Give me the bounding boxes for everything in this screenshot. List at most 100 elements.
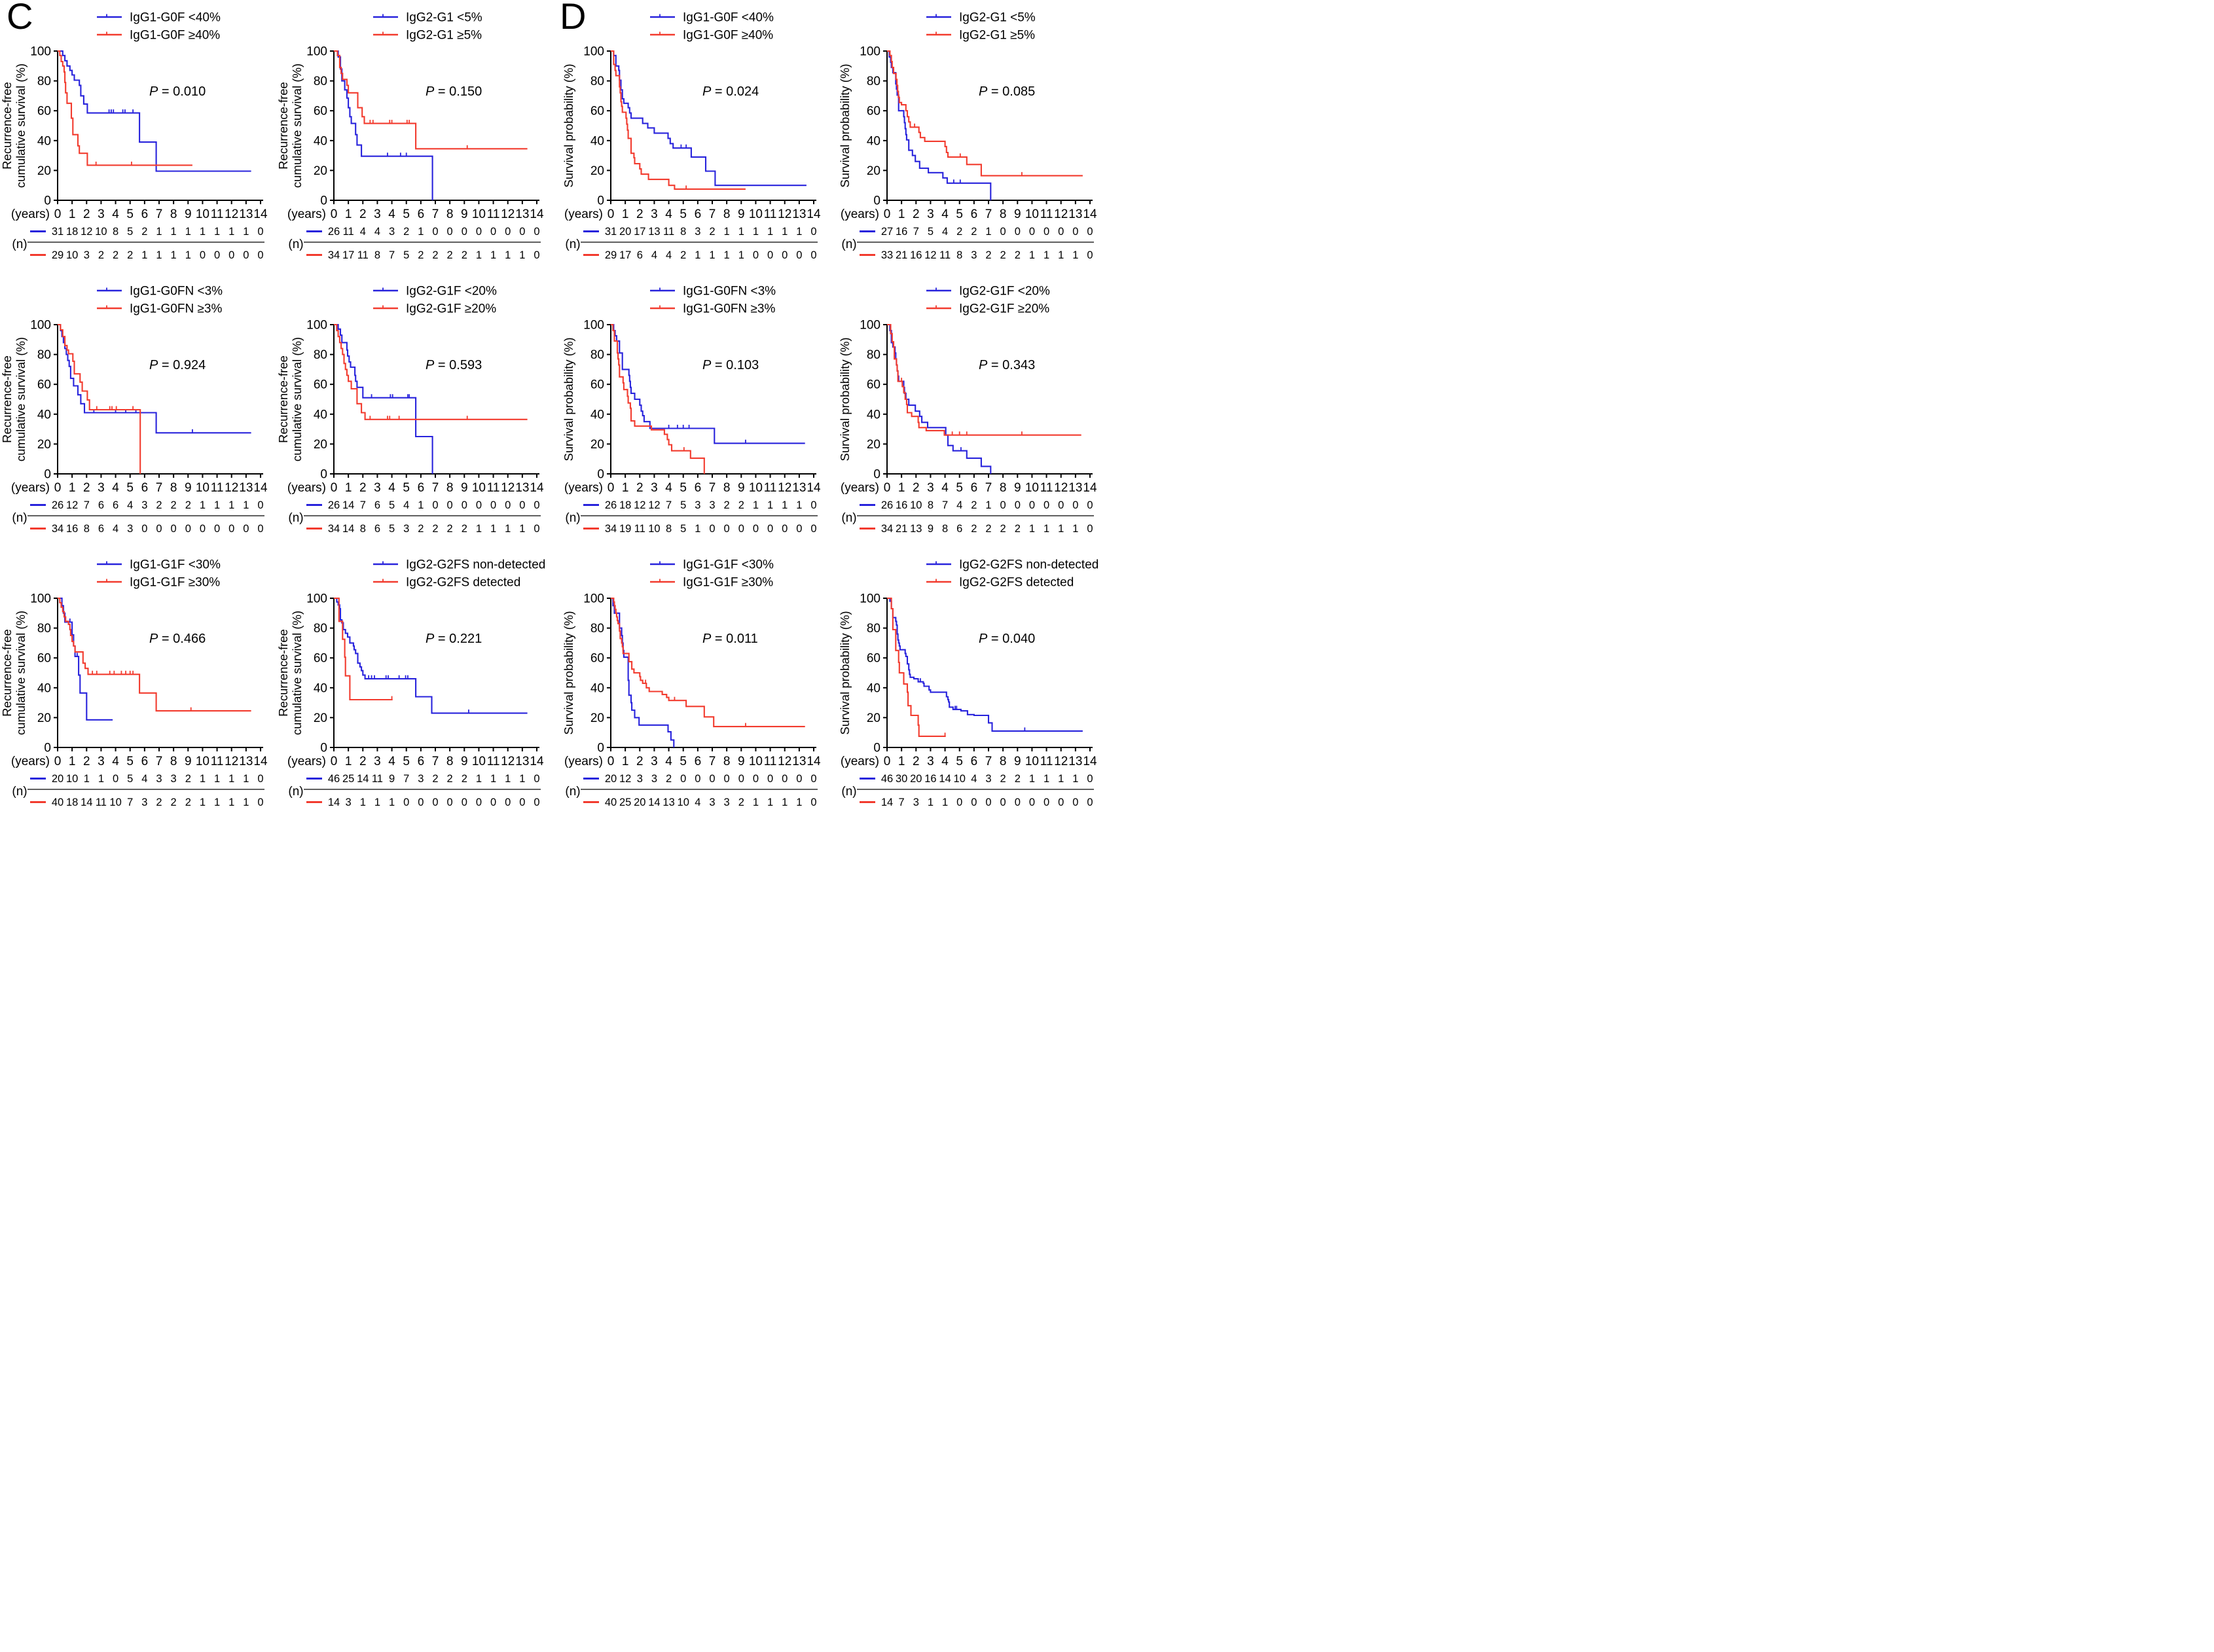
x-tick-label: 1 [898, 755, 905, 768]
panel-C: C IgG1-G0F <40% IgG1-G0F ≥40% P = 0.010 0 20… [0, 0, 553, 825]
at-risk-value: 0 [782, 523, 788, 535]
x-tick-label: 13 [515, 755, 529, 768]
km-subplot-D6: IgG2-G2FS non-detected IgG2-G2FS detected… [838, 558, 1098, 809]
at-risk-value: 0 [1043, 797, 1049, 808]
at-risk-value: 0 [810, 797, 816, 808]
legend-label: IgG1-G0F ≥40% [130, 29, 220, 43]
x-axis-title: (years) [11, 755, 50, 768]
y-tick-label: 80 [37, 75, 51, 88]
y-tick-label: 100 [860, 45, 880, 59]
at-risk-value: 3 [695, 226, 700, 238]
km-curve-red [58, 323, 141, 474]
at-risk-value: 18 [619, 499, 631, 511]
x-tick-label: 1 [622, 207, 629, 221]
at-risk-value: 2 [462, 249, 467, 261]
x-tick-label: 6 [695, 755, 702, 768]
y-axis-title: cumulative survival (%) [14, 611, 27, 735]
at-risk-value: 1 [695, 249, 700, 261]
y-tick-label: 20 [867, 164, 880, 178]
x-tick-label: 10 [1025, 481, 1039, 495]
x-tick-label: 0 [608, 207, 615, 221]
at-risk-value: 1 [156, 226, 162, 238]
at-risk-value: 0 [1000, 499, 1006, 511]
x-tick-label: 1 [898, 207, 905, 221]
at-risk-value: 0 [403, 797, 409, 808]
at-risk-value: 1 [389, 797, 395, 808]
y-tick-label: 40 [37, 681, 51, 695]
x-tick-label: 2 [359, 481, 367, 495]
x-tick-label: 4 [112, 481, 119, 495]
at-risk-value: 11 [634, 523, 645, 535]
at-risk-value: 14 [328, 797, 340, 808]
at-risk-label: (n) [565, 785, 580, 799]
y-tick-label: 40 [590, 134, 604, 148]
at-risk-value: 0 [767, 773, 773, 785]
at-risk-value: 2 [709, 226, 715, 238]
y-tick-label: 40 [314, 408, 327, 422]
legend-entry: IgG1-G1F <30% [650, 558, 774, 572]
at-risk-value: 21 [896, 249, 907, 261]
at-risk-value: 13 [910, 523, 922, 535]
at-risk-value: 1 [519, 773, 525, 785]
y-axis-title: cumulative survival (%) [14, 63, 27, 188]
y-axis-title: Survival probability (%) [562, 337, 575, 461]
x-tick-label: 7 [709, 755, 716, 768]
x-tick-label: 7 [156, 481, 163, 495]
at-risk-value: 0 [257, 523, 263, 535]
axes [886, 51, 1093, 201]
y-axis-title: Recurrence-free [276, 82, 290, 170]
x-tick-label: 11 [211, 207, 224, 221]
km-curve-red [611, 50, 746, 190]
x-tick-label: 3 [374, 207, 381, 221]
at-risk-value: 2 [156, 499, 162, 511]
legend-entry: IgG1-G1F ≥30% [97, 576, 220, 590]
legend-entry: IgG1-G0F <40% [97, 11, 221, 25]
at-risk-value: 0 [156, 523, 162, 535]
at-risk-value: 8 [113, 226, 118, 238]
km-curve-red [887, 597, 946, 737]
y-tick-label: 80 [590, 348, 604, 362]
at-risk-value: 10 [95, 226, 107, 238]
legend-entry: IgG2-G1 <5% [926, 11, 1036, 25]
x-tick-label: 0 [608, 481, 615, 495]
x-tick-label: 4 [112, 207, 119, 221]
at-risk-value: 2 [971, 226, 977, 238]
y-tick-label: 0 [873, 742, 880, 755]
at-risk-value: 2 [403, 226, 409, 238]
at-risk-value: 7 [899, 797, 905, 808]
x-tick-label: 9 [185, 207, 192, 221]
y-tick-label: 80 [867, 75, 880, 88]
x-tick-label: 3 [927, 207, 934, 221]
at-risk-value: 20 [605, 773, 617, 785]
at-risk-value: 25 [619, 797, 631, 808]
y-tick-label: 0 [44, 742, 51, 755]
x-tick-label: 1 [345, 755, 352, 768]
x-tick-label: 10 [472, 755, 486, 768]
at-risk-value: 4 [942, 226, 948, 238]
km-curve-red [887, 50, 1083, 177]
at-risk-value: 1 [985, 226, 991, 238]
at-risk-value: 17 [619, 249, 631, 261]
x-tick-label: 9 [738, 481, 745, 495]
x-tick-label: 11 [1040, 207, 1053, 221]
at-risk-value: 1 [490, 773, 496, 785]
km-curve-red [334, 597, 393, 701]
at-risk-value: 0 [1072, 226, 1078, 238]
at-risk-value: 26 [328, 226, 340, 238]
at-risk-value: 6 [956, 523, 962, 535]
y-tick-label: 0 [320, 742, 327, 755]
km-curve-red [887, 323, 1081, 436]
at-risk-value: 0 [767, 523, 773, 535]
at-risk-value: 0 [1029, 499, 1035, 511]
x-tick-label: 7 [985, 481, 992, 495]
legend-label: IgG2-G1 <5% [959, 11, 1036, 25]
at-risk-value: 1 [738, 226, 744, 238]
at-risk-value: 1 [767, 226, 773, 238]
y-tick-label: 80 [314, 75, 327, 88]
at-risk-value: 1 [1072, 523, 1078, 535]
y-axis-title: Recurrence-free [276, 629, 290, 717]
x-tick-label: 13 [792, 481, 806, 495]
at-risk-value: 14 [342, 499, 354, 511]
y-tick-label: 40 [37, 134, 51, 148]
at-risk-value: 0 [113, 773, 118, 785]
